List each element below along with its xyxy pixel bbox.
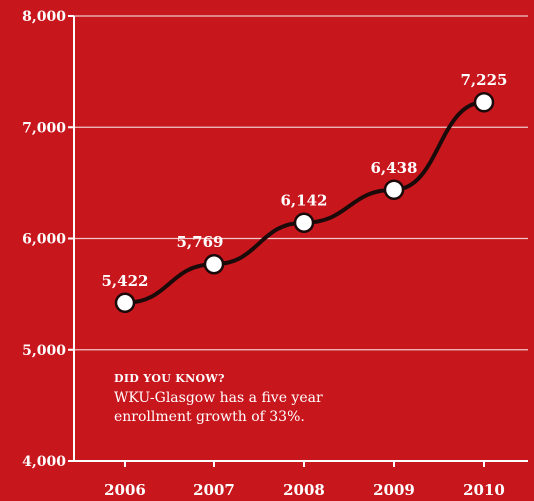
data-label: 6,438 [371,159,418,177]
y-tick-label: 4,000 [22,454,66,470]
x-tick-label: 2006 [104,481,146,499]
data-point [383,179,405,201]
callout-heading: DID YOU KNOW? [114,372,225,385]
data-label: 5,769 [177,233,224,251]
data-point [114,292,136,314]
data-point [293,212,315,233]
data-label: 7,225 [461,71,508,89]
y-tick-label: 8,000 [22,9,66,25]
data-label: 6,142 [281,192,328,210]
data-point [473,91,495,113]
y-tick-label: 6,000 [22,232,66,248]
y-tick-label: 7,000 [22,120,66,136]
data-label: 5,422 [102,272,149,290]
x-tick-label: 2010 [463,481,505,499]
x-tick-label: 2009 [373,481,415,499]
x-tick-label: 2007 [193,481,235,499]
data-point [203,253,225,275]
did-you-know-callout: DID YOU KNOW? WKU-Glasgow has a five yea… [114,372,414,427]
callout-line-2: enrollment growth of 33%. [114,409,305,425]
y-tick-label: 5,000 [22,343,66,359]
x-tick-label: 2008 [283,481,325,499]
callout-line-1: WKU-Glasgow has a five year [114,390,323,406]
